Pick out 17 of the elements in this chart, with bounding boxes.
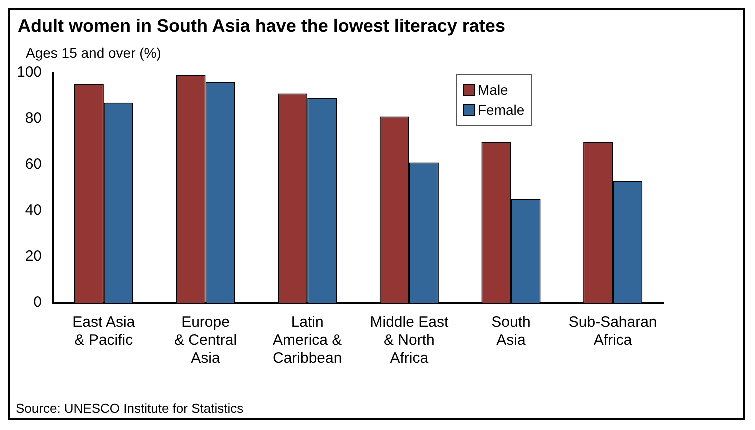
y-tick-label: 100 — [16, 64, 42, 82]
chart-title: Adult women in South Asia have the lowest literacy rates — [17, 15, 506, 37]
legend-label: Female — [478, 102, 525, 118]
y-axis-title: Ages 15 and over (%) — [25, 44, 162, 61]
x-tick-label: Middle East & North Africa — [370, 314, 450, 368]
y-tick-label: 80 — [25, 110, 42, 128]
y-tick-label: 60 — [25, 156, 42, 174]
x-tick-label: Latin America & Caribbean — [272, 314, 342, 368]
source-note: Source: UNESCO Institute for Statistics — [16, 401, 244, 416]
x-tick-label: Sub-Saharan Africa — [568, 314, 658, 350]
x-tick-label: East Asia & Pacific — [72, 314, 136, 350]
x-tick-label: Europe & Central Asia — [174, 314, 238, 368]
legend-label: Male — [478, 82, 508, 98]
x-tick-label: South Asia — [492, 314, 531, 350]
y-tick-label: 20 — [25, 248, 42, 266]
y-tick-label: 0 — [34, 294, 42, 312]
y-tick-label: 40 — [25, 202, 42, 220]
